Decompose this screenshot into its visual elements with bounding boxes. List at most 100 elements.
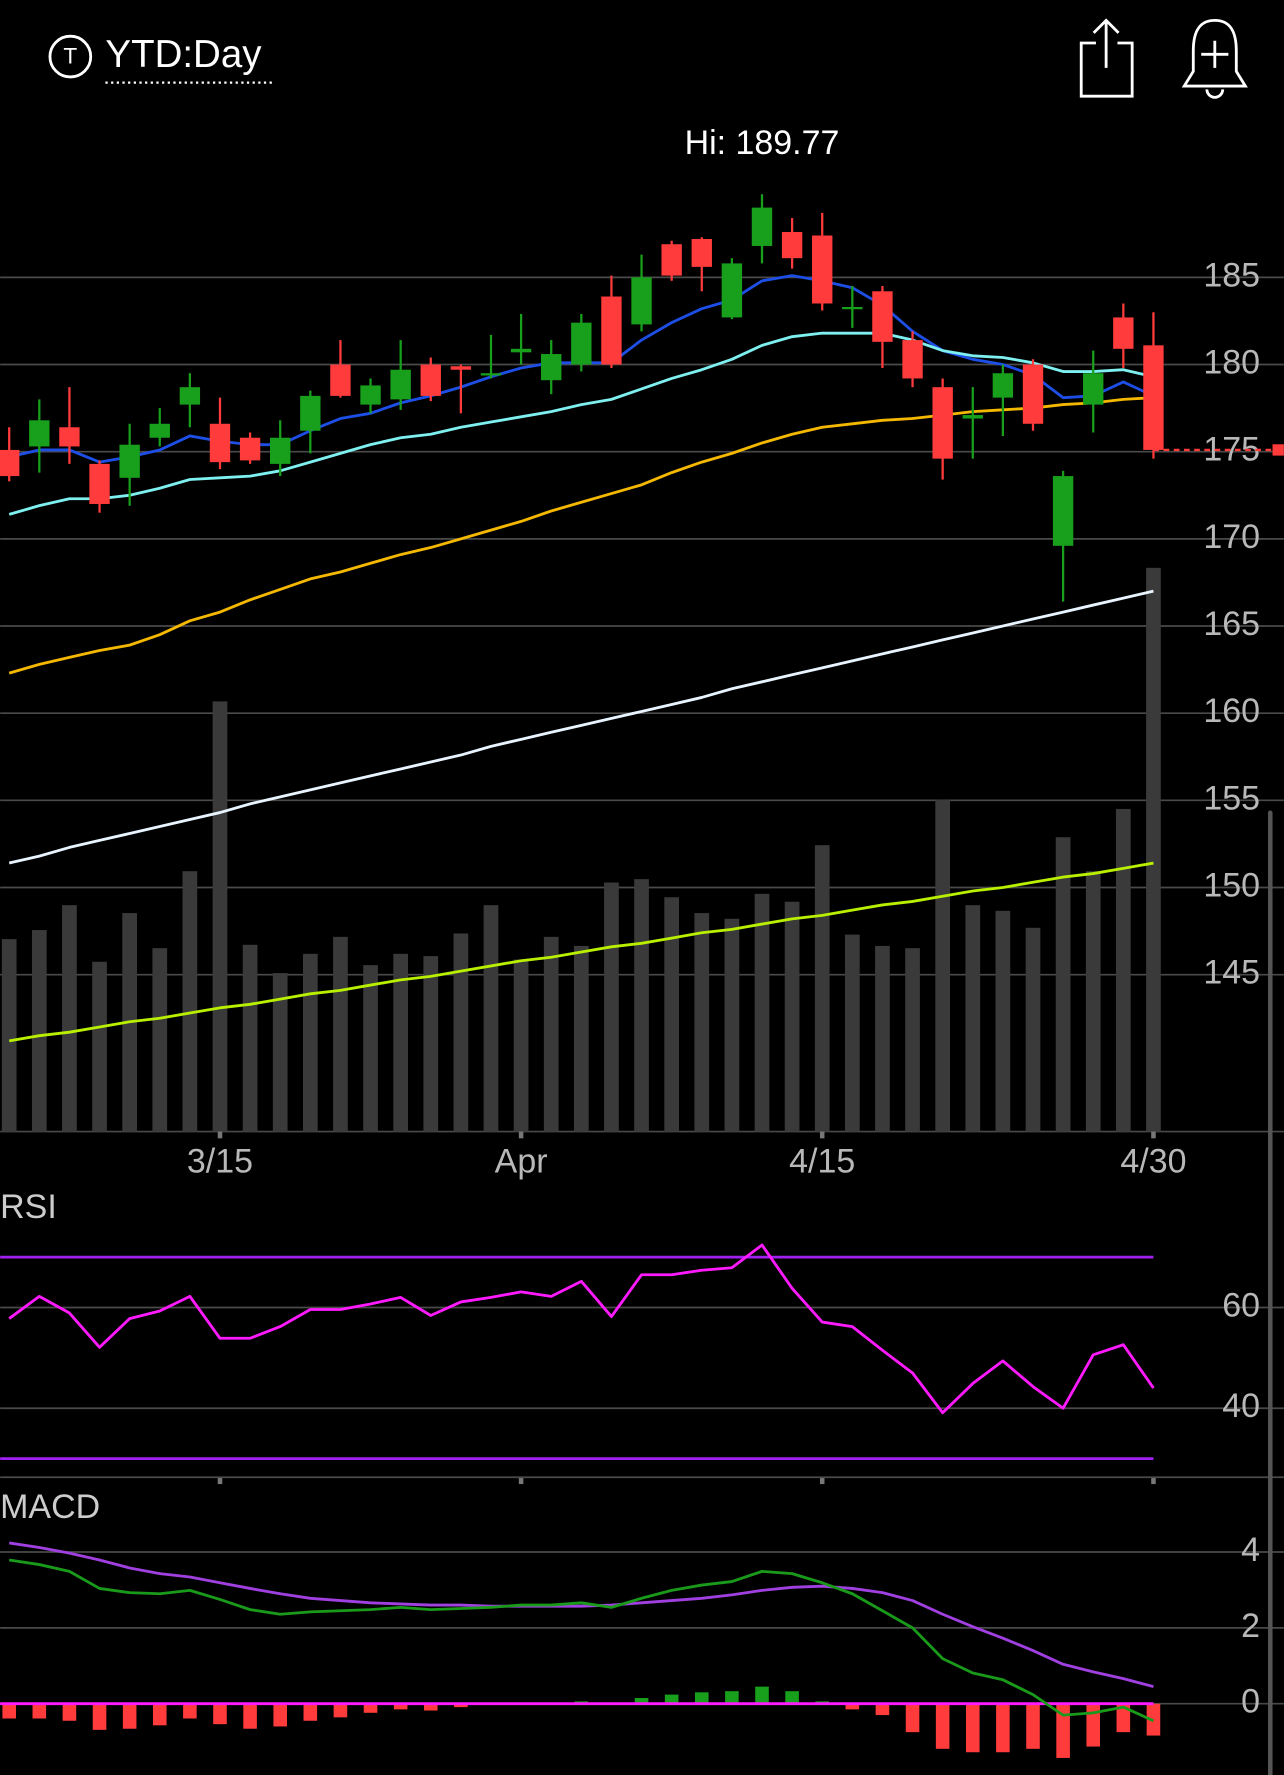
- histogram-bar: [905, 1703, 920, 1733]
- volume-bar: [844, 934, 860, 1132]
- candle-body: [751, 207, 773, 246]
- histogram-bar: [423, 1703, 438, 1711]
- volume-bar: [965, 905, 981, 1132]
- candle-body: [390, 369, 411, 400]
- share-button[interactable]: [1079, 18, 1134, 98]
- candle-body: [0, 449, 20, 477]
- volume-bar: [393, 953, 409, 1132]
- y-tick-label: 185: [1203, 256, 1260, 294]
- high-annotation: Hi: 189.77: [685, 124, 840, 162]
- signal-line: [8, 1541, 1154, 1688]
- moving-average: [8, 589, 1154, 865]
- y-tick-label: 165: [1203, 605, 1260, 643]
- histogram-bar: [213, 1703, 227, 1725]
- y-tick-label: 160: [1203, 692, 1260, 730]
- bell: [1181, 18, 1248, 88]
- histogram-bar: [32, 1703, 47, 1719]
- volume-bar: [1055, 837, 1071, 1132]
- range-selector[interactable]: YTD:Day: [105, 33, 262, 76]
- candle-body: [781, 232, 803, 259]
- histogram-bar: [92, 1703, 107, 1730]
- y-tick-label: 175: [1203, 431, 1260, 469]
- y-tick-label: 2: [1241, 1607, 1260, 1645]
- plus: [1201, 40, 1229, 68]
- volume-bar: [31, 930, 47, 1132]
- x-tick-label: Apr: [495, 1143, 548, 1181]
- volume-bar: [634, 879, 649, 1132]
- candle-body: [1052, 476, 1074, 546]
- candle-body: [360, 385, 381, 405]
- candle-body: [571, 322, 592, 365]
- volume-bar: [875, 945, 890, 1132]
- histogram-bar: [755, 1686, 769, 1704]
- candle-body: [480, 373, 502, 376]
- candle-body: [450, 366, 472, 370]
- candle-body: [59, 427, 80, 447]
- volume-bar: [513, 959, 529, 1132]
- volume-bar: [152, 948, 168, 1132]
- volume-bar: [363, 965, 378, 1132]
- histogram-bar: [2, 1703, 16, 1719]
- volume-bar: [1115, 808, 1131, 1132]
- candle-body: [1022, 364, 1044, 424]
- candle-body: [932, 387, 953, 459]
- histogram-bar: [1056, 1703, 1070, 1758]
- volume-bar: [92, 961, 107, 1132]
- histogram-bar: [725, 1691, 739, 1704]
- histogram-bar: [634, 1698, 649, 1704]
- alert-button[interactable]: [1181, 18, 1248, 99]
- candle-body: [1113, 317, 1134, 349]
- histogram-bar: [333, 1703, 348, 1718]
- y-tick-label: 0: [1241, 1683, 1260, 1721]
- candle-body: [179, 387, 201, 405]
- histogram-bar: [1026, 1703, 1040, 1749]
- y-tick-label: 40: [1222, 1387, 1260, 1425]
- volume-bar: [423, 956, 439, 1132]
- volume-bar: [333, 936, 348, 1132]
- volume-bar: [694, 913, 710, 1132]
- volume-bar: [1085, 871, 1101, 1132]
- histogram-bar: [393, 1703, 408, 1710]
- candle-body: [89, 463, 110, 504]
- candle-body: [300, 395, 321, 431]
- candle-body: [119, 444, 140, 478]
- histogram-bar: [363, 1703, 378, 1713]
- candle-body: [209, 423, 231, 463]
- candle-body: [601, 296, 622, 365]
- share-arrow: [1092, 18, 1120, 68]
- moving-average: [8, 331, 1154, 516]
- symbol-letter: T: [63, 44, 77, 69]
- candle-body: [721, 263, 743, 318]
- macd-line: [8, 1558, 1155, 1723]
- histogram-bar: [965, 1703, 980, 1753]
- volume-bar: [604, 882, 619, 1132]
- histogram-bar: [875, 1703, 890, 1716]
- histogram-bar: [996, 1703, 1010, 1753]
- volume-bar: [664, 897, 680, 1132]
- histogram-bar: [694, 1692, 709, 1704]
- volume-bar: [724, 918, 740, 1132]
- candle-body: [1143, 345, 1164, 450]
- volume-bar: [182, 871, 198, 1132]
- volume-bar: [62, 905, 77, 1132]
- y-tick-label: 170: [1203, 518, 1260, 556]
- x-tick-label: 3/15: [187, 1143, 253, 1181]
- histogram-bar: [664, 1694, 679, 1704]
- candle-body: [420, 364, 441, 396]
- volume-bar: [784, 901, 800, 1132]
- candle-body: [330, 364, 351, 396]
- histogram-bar: [62, 1703, 77, 1721]
- volume-bar: [212, 701, 228, 1132]
- volume-bar: [814, 845, 830, 1132]
- volume-bar: [754, 893, 770, 1132]
- histogram-bar: [152, 1703, 167, 1726]
- candle-body: [1083, 373, 1104, 405]
- rsi-line: [8, 1243, 1155, 1415]
- candle-body: [812, 235, 833, 304]
- y-tick-label: 60: [1222, 1286, 1260, 1324]
- histogram-bar: [785, 1691, 799, 1704]
- candle-body: [631, 277, 652, 325]
- bell-clapper: [1205, 89, 1225, 99]
